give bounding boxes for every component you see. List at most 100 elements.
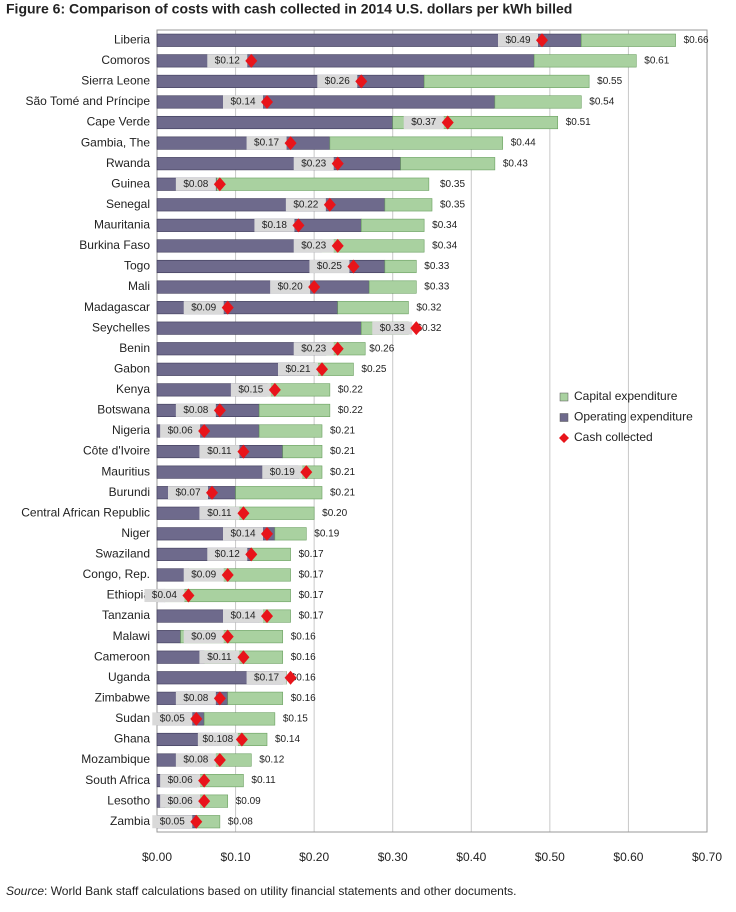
total-label: $0.14: [275, 734, 300, 745]
legend-label: Cash collected: [574, 430, 653, 444]
cash-marker: [316, 362, 328, 377]
cash-label: $0.23: [301, 343, 326, 354]
cash-marker: [441, 115, 454, 130]
cash-marker: [331, 238, 344, 253]
y-tick-label: Tanzania: [102, 608, 150, 622]
y-tick-label: Seychelles: [92, 320, 150, 334]
total-label: $0.19: [314, 528, 339, 539]
cash-label-box: [152, 712, 193, 726]
y-tick-label: Lesotho: [107, 793, 150, 807]
total-label: $0.33: [424, 261, 449, 272]
bar-segment: [156, 74, 425, 88]
bar-segment: [384, 259, 417, 274]
cash-label: $0.26: [325, 76, 350, 87]
total-label: $0.21: [330, 426, 355, 437]
y-tick-label: Ghana: [114, 732, 150, 746]
legend-label: Operating expenditure: [574, 410, 693, 424]
cash-label: $0.11: [207, 446, 232, 457]
cash-marker: [410, 321, 423, 336]
cash-label-box: [152, 815, 193, 829]
x-tick-label: $0.60: [613, 850, 643, 864]
cash-marker: [235, 732, 248, 747]
cash-label: $0.14: [230, 611, 255, 622]
cash-label: $0.25: [317, 261, 342, 272]
cash-label-box: [223, 527, 263, 541]
cash-label-box: [199, 445, 240, 459]
bar-segment: [156, 630, 181, 644]
cash-label: $0.11: [207, 652, 232, 663]
total-label: $0.22: [338, 405, 363, 416]
bar-segment: [258, 424, 323, 438]
y-tick-label: Côte d'Ivoire: [83, 444, 150, 458]
cash-marker: [182, 588, 195, 603]
bar-segment: [580, 33, 676, 47]
bar-segment: [156, 115, 394, 130]
cash-marker: [284, 670, 297, 685]
cash-label: $0.09: [191, 570, 216, 581]
cash-marker: [198, 424, 211, 438]
cash-label-box: [278, 362, 318, 376]
y-tick-label: Comoros: [101, 53, 150, 67]
cash-marker: [308, 280, 321, 295]
total-label: $0.11: [251, 775, 276, 786]
y-tick-label: Ethiopia: [107, 588, 151, 602]
bar-segment: [203, 712, 276, 726]
bar-segment: [329, 136, 504, 150]
cash-marker: [284, 136, 297, 151]
cash-label: $0.21: [285, 364, 310, 375]
bar-segment: [156, 136, 331, 150]
cash-marker: [213, 691, 226, 706]
cash-label: $0.12: [215, 55, 240, 66]
total-label: $0.32: [416, 302, 441, 313]
cash-label: $0.22: [293, 199, 318, 210]
y-tick-label: Madagascar: [84, 300, 150, 314]
cash-marker: [190, 814, 203, 829]
total-label: $0.33: [424, 282, 449, 293]
y-tick-label: Gabon: [114, 361, 150, 375]
total-label: $0.22: [338, 385, 363, 396]
total-label: $0.66: [684, 35, 709, 46]
cash-marker: [237, 444, 250, 459]
bar-segment: [156, 95, 496, 109]
y-tick-label: Swaziland: [95, 547, 150, 561]
bar-segment: [533, 54, 637, 68]
cash-label-box: [160, 774, 201, 788]
cash-label-box: [246, 671, 287, 685]
cash-label-box: [293, 342, 334, 356]
cash-label-box: [175, 753, 216, 767]
cash-label: $0.09: [191, 302, 216, 313]
total-label: $0.34: [432, 220, 457, 231]
cash-label: $0.06: [168, 426, 193, 437]
cash-marker: [355, 74, 368, 89]
cash-marker: [237, 650, 250, 665]
bar-segment: [216, 177, 430, 191]
cash-marker: [347, 259, 360, 274]
total-label: $0.08: [228, 816, 253, 827]
cash-label-box: [160, 424, 201, 438]
bar-segment: [494, 95, 582, 109]
total-label: $0.09: [236, 796, 261, 807]
cash-label: $0.04: [152, 590, 177, 601]
cash-label-box: [183, 301, 224, 315]
cash-label-box: [403, 116, 444, 130]
cash-label-box: [372, 321, 413, 335]
y-tick-label: Gambia, The: [81, 135, 150, 149]
cash-label: $0.17: [254, 138, 279, 149]
y-tick-label: Mozambique: [81, 752, 150, 766]
total-label: $0.12: [259, 755, 284, 766]
cash-label-box: [246, 136, 287, 150]
cash-label-box: [175, 691, 216, 705]
cash-label-box: [262, 465, 303, 479]
total-label: $0.25: [361, 364, 386, 375]
y-tick-label: Niger: [121, 526, 150, 540]
source: Source: World Bank staff calculations ba…: [6, 884, 517, 898]
cash-label-box: [197, 732, 238, 746]
source-text: : World Bank staff calculations based on…: [44, 884, 516, 898]
cash-marker: [190, 711, 203, 726]
cash-label: $0.05: [160, 714, 185, 725]
y-tick-label: Senegal: [106, 197, 150, 211]
cash-label-box: [285, 198, 326, 212]
cash-label-box: [293, 239, 334, 253]
bar-segment: [360, 218, 425, 232]
cash-label: $0.33: [380, 323, 405, 334]
